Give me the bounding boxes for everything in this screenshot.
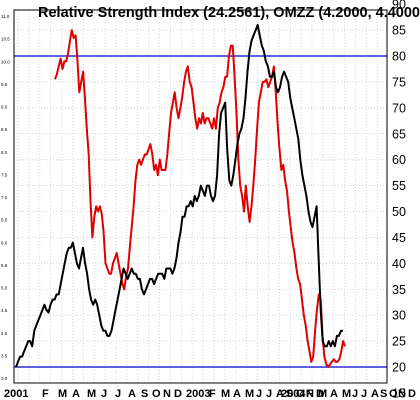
x-tick-label: N bbox=[306, 388, 314, 400]
y-tick-label-left: 4.0 bbox=[1, 331, 8, 336]
y-tick-label-right: 15 bbox=[392, 386, 406, 400]
x-tick-label: O bbox=[152, 388, 161, 400]
x-tick-label: M bbox=[87, 388, 96, 400]
y-tick-label-left: 3.0 bbox=[1, 376, 8, 381]
x-tick-label: D bbox=[316, 388, 324, 400]
left-axis-labels: 3.0 3.5 4.0 4.5 5.0 5.5 6.0 6.5 7.0 7.5 8.0 8.5 9.0 9… bbox=[1, 14, 10, 381]
y-tick-label-right: 60 bbox=[392, 153, 406, 167]
y-tick-label-left: 3.5 bbox=[1, 353, 8, 358]
y-tick-label-left: 6.0 bbox=[1, 240, 8, 245]
x-tick-label: J bbox=[266, 388, 272, 400]
y-tick-label-right: 25 bbox=[392, 335, 406, 349]
x-tick-label: F bbox=[209, 388, 216, 400]
x-tick-label: A bbox=[128, 388, 136, 400]
x-tick-label: O bbox=[296, 388, 305, 400]
y-tick-label-right: 85 bbox=[392, 24, 406, 38]
plot-frame bbox=[13, 9, 388, 384]
y-tick-label-left: 6.5 bbox=[1, 218, 8, 223]
y-tick-label-right: 80 bbox=[392, 50, 406, 64]
x-tick-label: J bbox=[361, 388, 367, 400]
x-tick-label: N bbox=[398, 388, 406, 400]
x-tick-label: J bbox=[115, 388, 121, 400]
x-tick-label: F bbox=[42, 388, 49, 400]
y-tick-label-left: 7.0 bbox=[1, 195, 8, 200]
y-tick-label-right: 40 bbox=[392, 257, 406, 271]
y-tick-label-left: 5.0 bbox=[1, 286, 8, 291]
x-tick-label: M bbox=[221, 388, 230, 400]
x-tick-label: O bbox=[389, 388, 398, 400]
x-tick-label: 2004 bbox=[281, 388, 306, 400]
y-tick-label-right: 45 bbox=[392, 231, 406, 245]
y-tick-label-right: 70 bbox=[392, 101, 406, 115]
series-lines bbox=[15, 23, 346, 368]
x-tick-label: J bbox=[256, 388, 262, 400]
x-tick-label: M bbox=[245, 388, 254, 400]
y-tick-label-left: 11.0 bbox=[1, 14, 10, 19]
x-tick-label: S bbox=[286, 388, 293, 400]
y-tick-label-left: 7.5 bbox=[1, 172, 8, 177]
series-line-black bbox=[15, 23, 343, 368]
x-tick-label: D bbox=[408, 388, 416, 400]
x-tick-label: A bbox=[276, 388, 284, 400]
x-tick-label: A bbox=[330, 388, 338, 400]
x-tick-label: 2001 bbox=[4, 388, 28, 400]
x-tick-label: M bbox=[342, 388, 351, 400]
y-tick-label-left: 10.0 bbox=[1, 59, 10, 64]
y-tick-label-right: 50 bbox=[392, 205, 406, 219]
right-axis-labels: 15 20 25 30 35 40 45 50 55 60 65 70 75 80 85 90 bbox=[392, 0, 406, 400]
x-tick-label: A bbox=[233, 388, 241, 400]
y-tick-label-right: 20 bbox=[392, 361, 406, 375]
x-tick-label: J bbox=[352, 388, 358, 400]
y-tick-label-left: 9.5 bbox=[1, 82, 8, 87]
x-tick-label: 2003 bbox=[186, 388, 210, 400]
x-tick-label: S bbox=[141, 388, 148, 400]
x-tick-label: A bbox=[371, 388, 379, 400]
y-tick-label-right: 65 bbox=[392, 127, 406, 141]
x-tick-label: A bbox=[72, 388, 80, 400]
y-tick-label-left: 8.0 bbox=[1, 150, 8, 155]
x-tick-label: D bbox=[174, 388, 182, 400]
y-tick-label-left: 10.5 bbox=[1, 37, 10, 42]
x-tick-label: M bbox=[58, 388, 67, 400]
y-tick-label-right: 90 bbox=[392, 0, 406, 12]
x-tick-label: M bbox=[318, 388, 327, 400]
y-tick-label-left: 4.5 bbox=[1, 308, 8, 313]
chart-title: Relative Strength Index (24.2561), OMZZ … bbox=[38, 5, 420, 21]
y-tick-label-right: 55 bbox=[392, 179, 406, 193]
x-tick-label: N bbox=[163, 388, 171, 400]
y-tick-label-right: 30 bbox=[392, 309, 406, 323]
x-tick-label: S bbox=[380, 388, 387, 400]
y-tick-label-right: 75 bbox=[392, 75, 406, 89]
y-tick-label-right: 35 bbox=[392, 283, 406, 297]
series-line-red bbox=[54, 29, 346, 368]
y-tick-label-left: 8.5 bbox=[1, 127, 8, 132]
x-tick-label: F bbox=[306, 388, 313, 400]
y-tick-label-left: 9.0 bbox=[1, 105, 8, 110]
x-tick-label: J bbox=[101, 388, 107, 400]
y-tick-label-left: 5.5 bbox=[1, 263, 8, 268]
